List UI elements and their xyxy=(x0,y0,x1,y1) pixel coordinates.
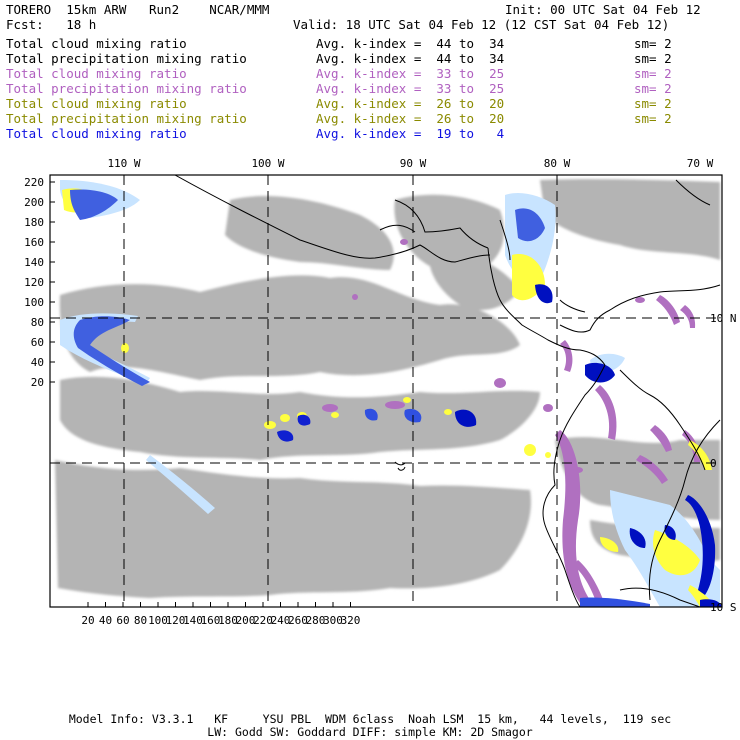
x-tick-label: 100 xyxy=(148,614,168,627)
field-sm: sm= 2 xyxy=(634,51,672,66)
x-tick-label: 40 xyxy=(99,614,112,627)
latitude-label: 10 S xyxy=(710,601,737,614)
field-name: Total cloud mixing ratio xyxy=(6,96,187,111)
longitude-label: 110 W xyxy=(107,157,140,170)
x-tick-label: 320 xyxy=(341,614,361,627)
x-tick-label: 220 xyxy=(253,614,273,627)
header-forecast-hour: Fcst: 18 h xyxy=(6,17,97,32)
x-tick-label: 140 xyxy=(183,614,203,627)
y-tick-label: 80 xyxy=(31,316,44,329)
field-sm: sm= 2 xyxy=(634,36,672,51)
field-name: Total cloud mixing ratio xyxy=(6,66,187,81)
field-row: Total precipitation mixing ratio Avg. k-i… xyxy=(6,81,736,96)
y-tick-label: 160 xyxy=(24,236,44,249)
longitude-label: 90 W xyxy=(400,157,427,170)
x-tick-label: 60 xyxy=(116,614,129,627)
y-tick-label: 200 xyxy=(24,196,44,209)
left-axis: 220 200 180 160 140 120 100 80 60 40 20 xyxy=(24,176,55,389)
latitude-labels: 10 N 0 10 S xyxy=(710,312,737,614)
y-tick-label: 60 xyxy=(31,336,44,349)
longitude-label: 80 W xyxy=(544,157,571,170)
field-avg: Avg. k-index = 33 to 25 xyxy=(316,81,505,96)
longitude-labels: 110 W 100 W 90 W 80 W 70 W xyxy=(107,157,713,170)
field-avg: Avg. k-index = 44 to 34 xyxy=(316,51,505,66)
plot-frame xyxy=(49,174,723,608)
y-tick-label: 180 xyxy=(24,216,44,229)
header-model-run: TORERO 15km ARW Run2 NCAR/MMM xyxy=(6,2,270,17)
y-tick-label: 120 xyxy=(24,276,44,289)
x-tick-label: 180 xyxy=(218,614,238,627)
x-tick-label: 280 xyxy=(306,614,326,627)
x-tick-label: 200 xyxy=(236,614,256,627)
y-tick-label: 140 xyxy=(24,256,44,269)
field-name: Total cloud mixing ratio xyxy=(6,36,187,51)
coastlines xyxy=(174,175,721,607)
x-tick-label: 160 xyxy=(201,614,221,627)
field-sm: sm= 2 xyxy=(634,81,672,96)
longitude-label: 70 W xyxy=(687,157,714,170)
x-tick-label: 300 xyxy=(323,614,343,627)
field-row: Total cloud mixing ratio Avg. k-index = 1… xyxy=(6,126,736,141)
y-tick-label: 40 xyxy=(31,356,44,369)
field-avg: Avg. k-index = 26 to 20 xyxy=(316,96,505,111)
longitude-label: 100 W xyxy=(251,157,284,170)
x-tick-label: 120 xyxy=(166,614,186,627)
field-avg: Avg. k-index = 44 to 34 xyxy=(316,36,505,51)
field-sm: sm= 2 xyxy=(634,66,672,81)
field-avg: Avg. k-index = 19 to 4 xyxy=(316,126,505,141)
y-tick-label: 20 xyxy=(31,376,44,389)
field-name: Total precipitation mixing ratio xyxy=(6,81,247,96)
footer-model-info: Model Info: V3.3.1 KF YSU PBL WDM 6class… xyxy=(68,712,672,726)
y-tick-label: 100 xyxy=(24,296,44,309)
field-row: Total cloud mixing ratio Avg. k-index = 3… xyxy=(6,66,736,81)
field-name: Total precipitation mixing ratio xyxy=(6,51,247,66)
field-row: Total cloud mixing ratio Avg. k-index = 2… xyxy=(6,96,736,111)
header-valid-time: Valid: 18 UTC Sat 04 Feb 12 (12 CST Sat … xyxy=(293,17,670,32)
field-avg: Avg. k-index = 26 to 20 xyxy=(316,111,505,126)
cloud-field-deep xyxy=(70,189,722,607)
latitude-label: 10 N xyxy=(710,312,737,325)
field-name: Total cloud mixing ratio xyxy=(6,126,187,141)
x-tick-label: 240 xyxy=(271,614,291,627)
field-sm: sm= 2 xyxy=(634,96,672,111)
field-row: Total precipitation mixing ratio Avg. k-i… xyxy=(6,111,736,126)
latitude-label: 0 xyxy=(710,457,717,470)
bottom-axis: 20 40 60 80 10012014016018020022024026028030… xyxy=(81,602,360,627)
graticule xyxy=(50,175,722,607)
field-avg: Avg. k-index = 33 to 25 xyxy=(316,66,505,81)
footer-physics-info: LW: Godd SW: Goddard DIFF: simple KM: 2D… xyxy=(207,725,533,739)
y-tick-label: 220 xyxy=(24,176,44,189)
header-init-time: Init: 00 UTC Sat 04 Feb 12 xyxy=(505,2,701,17)
field-row: Total precipitation mixing ratio Avg. k-i… xyxy=(6,51,736,66)
field-name: Total precipitation mixing ratio xyxy=(6,111,247,126)
x-tick-label: 260 xyxy=(288,614,308,627)
x-tick-label: 80 xyxy=(134,614,147,627)
field-sm: sm= 2 xyxy=(634,111,672,126)
field-row: Total cloud mixing ratio Avg. k-index = 4… xyxy=(6,36,736,51)
x-tick-label: 20 xyxy=(81,614,94,627)
